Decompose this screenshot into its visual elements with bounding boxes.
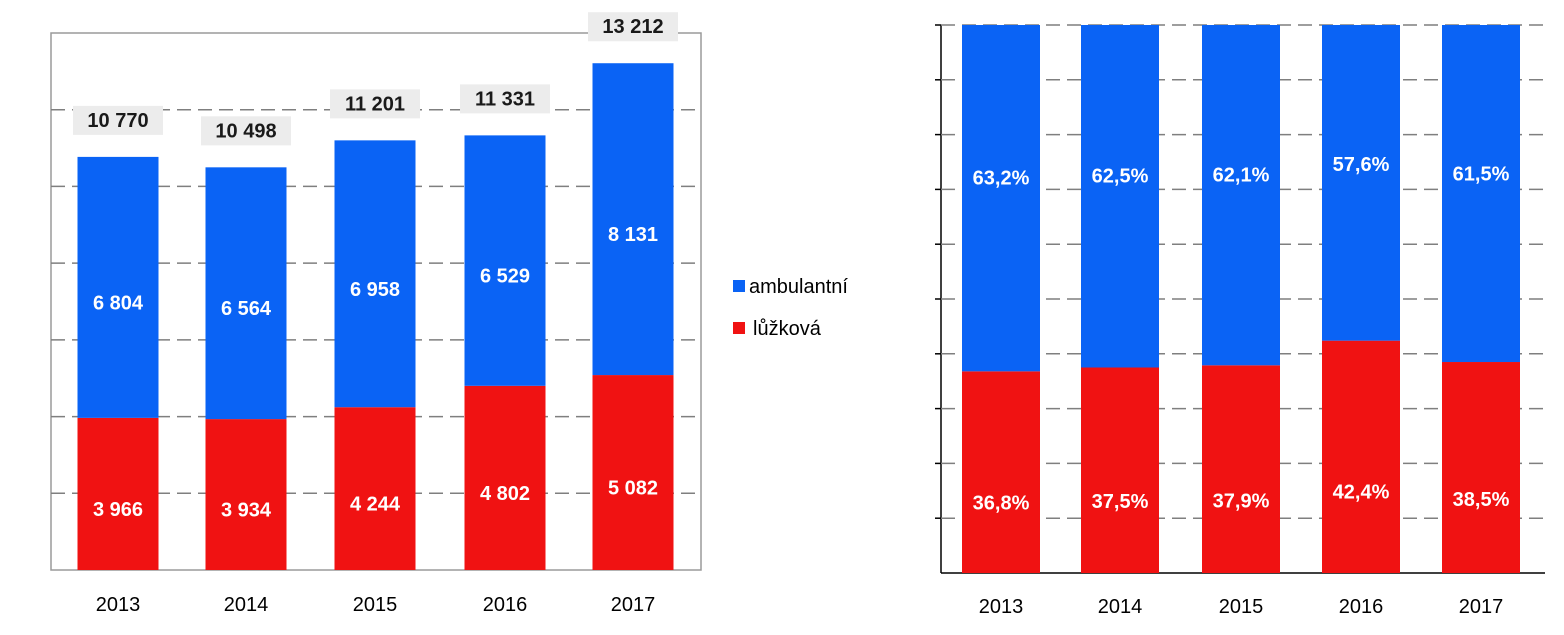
bar-ambulantni-2016 xyxy=(464,135,546,386)
label-ambulantni-2014: 6 564 xyxy=(221,298,272,320)
bar-luzkova-2013 xyxy=(77,417,159,570)
total-label-2017: 13 212 xyxy=(602,16,663,38)
total-label-2013: 10 770 xyxy=(87,110,148,132)
total-label-box-2015 xyxy=(330,89,420,119)
pct-label-ambulantni-2016: 57,6% xyxy=(1333,154,1390,176)
pct-x-tick-2014: 2014 xyxy=(1098,596,1143,618)
pct-label-luzkova-2013: 36,8% xyxy=(973,492,1030,514)
right-chart-percent: 63,2% 36,8% 2013 62,5% 37,5% 2014 62,1% 37,9% 20… xyxy=(935,24,1545,618)
label-ambulantni-2017: 8 131 xyxy=(608,224,658,246)
pct-label-ambulantni-2015: 62,1% xyxy=(1213,165,1270,187)
total-label-2014: 10 498 xyxy=(215,120,276,142)
legend-label-luzkova: lůžková xyxy=(753,318,822,340)
label-ambulantni-2013: 6 804 xyxy=(93,292,144,314)
bar-luzkova-2015 xyxy=(334,407,416,570)
legend-swatch-luzkova xyxy=(733,322,745,334)
total-label-2016: 11 331 xyxy=(475,88,535,110)
pct-label-luzkova-2015: 37,9% xyxy=(1213,490,1270,512)
legend-swatch-ambulantni xyxy=(733,280,745,292)
label-luzkova-2014: 3 934 xyxy=(221,500,272,522)
pct-bar-ambulantni-2016 xyxy=(1322,25,1400,341)
bar-ambulantni-2015 xyxy=(334,140,416,408)
x-tick-2015: 2015 xyxy=(353,594,398,616)
label-ambulantni-2015: 6 958 xyxy=(350,279,400,301)
pct-bar-luzkova-2017 xyxy=(1442,362,1520,573)
pct-bar-luzkova-2016 xyxy=(1322,340,1400,573)
x-tick-2013: 2013 xyxy=(96,594,141,616)
label-luzkova-2017: 5 082 xyxy=(608,478,658,500)
label-luzkova-2016: 4 802 xyxy=(480,483,530,505)
left-chart-absolute: 3 966 6 804 10 770 2013 3 934 6 564 10 498 2014… xyxy=(50,12,702,616)
pct-bar-ambulantni-2013 xyxy=(962,25,1040,372)
total-label-2015: 11 201 xyxy=(345,93,405,115)
total-label-box-2017 xyxy=(588,12,678,42)
x-tick-2017: 2017 xyxy=(611,594,656,616)
total-label-box-2014 xyxy=(201,116,291,146)
legend-label-ambulantni: ambulantní xyxy=(749,276,848,298)
bar-luzkova-2017 xyxy=(592,375,674,570)
pct-label-ambulantni-2017: 61,5% xyxy=(1453,163,1510,185)
pct-label-luzkova-2016: 42,4% xyxy=(1333,482,1390,504)
pct-label-ambulantni-2014: 62,5% xyxy=(1092,166,1149,188)
x-tick-2016: 2016 xyxy=(483,594,528,616)
bar-ambulantni-2014 xyxy=(205,167,287,420)
total-label-box-2013 xyxy=(73,105,163,135)
bar-ambulantni-2013 xyxy=(77,156,159,418)
pct-x-tick-2013: 2013 xyxy=(979,596,1024,618)
total-label-box-2016 xyxy=(460,84,550,114)
pct-x-tick-2016: 2016 xyxy=(1339,596,1384,618)
x-tick-2014: 2014 xyxy=(224,594,269,616)
pct-bar-luzkova-2015 xyxy=(1202,365,1280,573)
bar-ambulantni-2017 xyxy=(592,63,674,376)
label-luzkova-2015: 4 244 xyxy=(350,494,401,516)
label-ambulantni-2016: 6 529 xyxy=(480,266,530,288)
pct-bar-luzkova-2013 xyxy=(962,371,1040,573)
pct-bar-ambulantni-2015 xyxy=(1202,25,1280,366)
legend: ambulantní lůžková xyxy=(733,276,848,340)
pct-label-luzkova-2014: 37,5% xyxy=(1092,491,1149,513)
pct-label-luzkova-2017: 38,5% xyxy=(1453,489,1510,511)
pct-x-tick-2017: 2017 xyxy=(1459,596,1504,618)
bar-luzkova-2016 xyxy=(464,385,546,570)
pct-bar-ambulantni-2014 xyxy=(1081,25,1159,368)
pct-bar-luzkova-2014 xyxy=(1081,367,1159,573)
label-luzkova-2013: 3 966 xyxy=(93,499,143,521)
bar-luzkova-2014 xyxy=(205,419,287,570)
pct-x-tick-2015: 2015 xyxy=(1219,596,1264,618)
pct-label-ambulantni-2013: 63,2% xyxy=(973,167,1030,189)
pct-bar-ambulantni-2017 xyxy=(1442,25,1520,363)
